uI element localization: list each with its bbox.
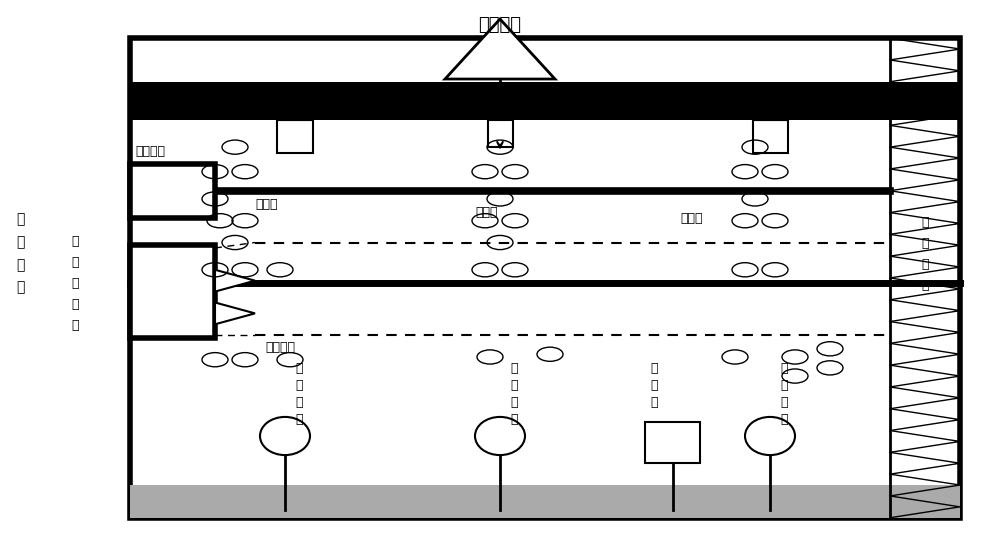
Bar	[130, 82, 960, 120]
Text: 吸
波
材
料: 吸 波 材 料	[921, 216, 929, 292]
Polygon shape	[445, 19, 555, 79]
Text: 云粒子: 云粒子	[255, 198, 278, 211]
Bar	[130, 164, 215, 218]
Text: 能见度仪: 能见度仪	[135, 145, 165, 158]
Ellipse shape	[475, 417, 525, 455]
Ellipse shape	[260, 417, 310, 455]
Text: 太赫兹波: 太赫兹波	[265, 341, 295, 354]
Text: 云粒子: 云粒子	[475, 206, 498, 219]
Bar	[130, 485, 960, 518]
Text: 温
湿
度
计: 温 湿 度 计	[780, 362, 788, 426]
Polygon shape	[215, 270, 255, 292]
Text: 云粒子: 云粒子	[680, 211, 702, 225]
Bar	[488, 120, 512, 147]
Text: 造雾装置: 造雾装置	[479, 16, 522, 34]
Bar	[277, 120, 312, 153]
Text: 温
湿
度
计: 温 湿 度 计	[295, 362, 302, 426]
Polygon shape	[215, 302, 255, 324]
Bar	[753, 120, 788, 153]
Ellipse shape	[745, 417, 795, 455]
Bar	[130, 38, 960, 518]
Bar	[645, 422, 700, 463]
Text: 温
湿
度
计: 温 湿 度 计	[510, 362, 518, 426]
Text: 太
赫
兹
主
动: 太 赫 兹 主 动	[71, 235, 79, 332]
Text: 气
压
计: 气 压 计	[650, 362, 658, 409]
Bar	[130, 245, 215, 338]
Text: 测
云
雷
达: 测 云 雷 达	[16, 212, 24, 295]
